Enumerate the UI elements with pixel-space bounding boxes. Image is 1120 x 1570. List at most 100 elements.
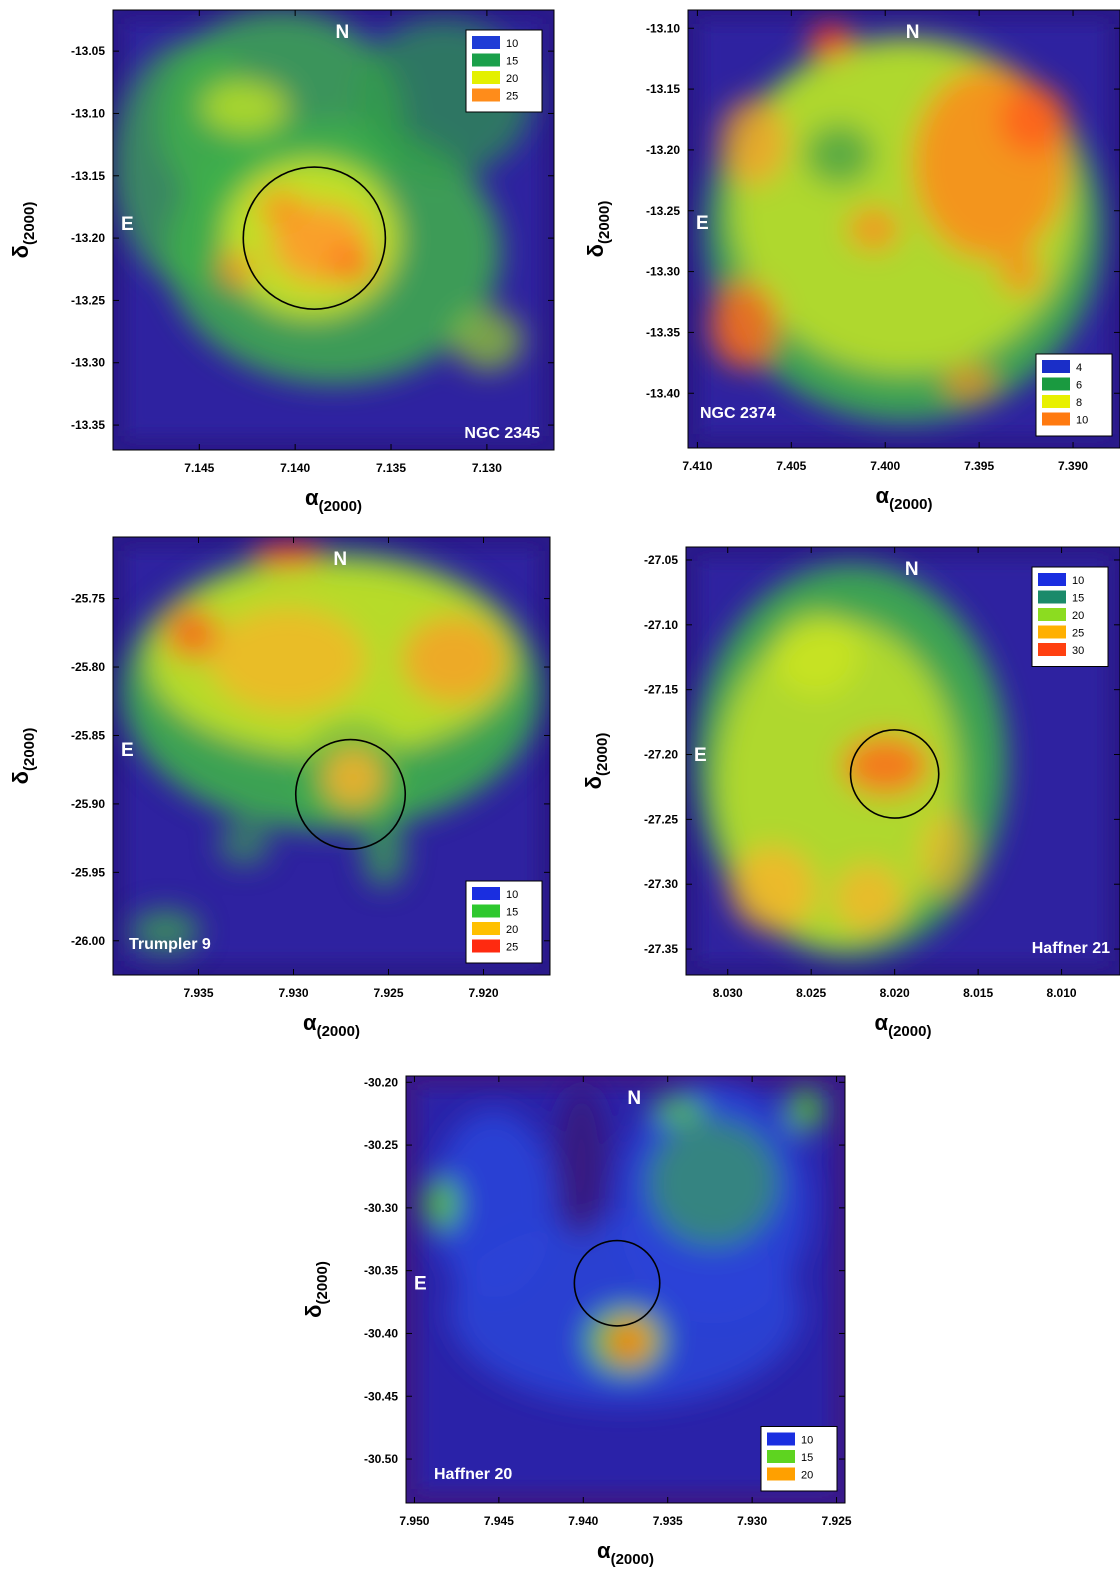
legend: 10 15 20 25 — [465, 29, 543, 113]
plot-frame — [405, 1075, 846, 1504]
y-tick-label: -13.15 — [71, 169, 105, 183]
north-label: N — [335, 22, 349, 43]
density-blob — [999, 84, 1069, 155]
legend: 10 15 20 25 30 — [1031, 566, 1109, 667]
density-blob — [772, 611, 860, 697]
legend-label: 15 — [1072, 593, 1084, 605]
legend-label: 10 — [506, 38, 518, 50]
density-blob — [718, 97, 788, 186]
y-tick-label: -30.35 — [364, 1264, 398, 1278]
x-axis-label: α(2000) — [876, 483, 933, 513]
x-tick-label: 7.935 — [653, 1514, 683, 1528]
legend-label: 10 — [1072, 575, 1084, 587]
density-blob — [808, 23, 853, 59]
density-panel: 7.935 7.930 7.925 7.920 -25.75 -25.80 -25.85 -2… — [8, 536, 551, 1040]
cluster-name: NGC 2374 — [700, 405, 776, 422]
density-blob — [999, 250, 1043, 295]
density-blob — [452, 309, 524, 371]
density-blob — [833, 863, 904, 933]
y-tick-label: -25.85 — [71, 728, 105, 742]
y-tick-label: -13.25 — [71, 293, 105, 307]
y-tick-label: -30.45 — [364, 1389, 398, 1403]
y-axis-label: δ(2000) — [301, 1261, 331, 1318]
x-tick-label: 7.930 — [278, 986, 308, 1000]
density-blob — [647, 1118, 780, 1247]
density-blob — [252, 541, 323, 568]
x-axis-label: α(2000) — [305, 485, 362, 515]
y-tick-label: -13.05 — [71, 44, 105, 58]
east-label: E — [121, 740, 134, 761]
legend-label: 15 — [506, 56, 518, 68]
y-tick-label: -13.40 — [646, 386, 680, 400]
y-tick-label: -27.10 — [644, 618, 678, 632]
x-axis-label: α(2000) — [303, 1010, 360, 1040]
x-tick-label: 7.925 — [373, 986, 403, 1000]
cluster-name: NGC 2345 — [464, 425, 540, 442]
y-axis-label: δ(2000) — [583, 201, 613, 258]
plot-frame — [687, 9, 1120, 449]
x-tick-label: 8.015 — [963, 986, 993, 1000]
x-tick-label: 7.945 — [484, 1514, 514, 1528]
legend-swatch — [1038, 573, 1066, 586]
legend-label: 10 — [1076, 415, 1088, 427]
legend-swatch — [1042, 360, 1070, 373]
y-tick-label: -13.35 — [646, 325, 680, 339]
density-blob — [729, 846, 817, 933]
x-tick-label: 7.395 — [964, 459, 994, 473]
density-blob — [423, 1178, 459, 1230]
y-tick-label: -25.90 — [71, 797, 105, 811]
legend-label: 4 — [1076, 362, 1082, 374]
x-tick-label: 8.020 — [880, 986, 910, 1000]
legend-swatch — [472, 71, 500, 84]
y-tick-label: -27.30 — [644, 877, 678, 891]
density-blob — [920, 812, 973, 898]
legend-label: 30 — [1072, 645, 1084, 657]
density-field — [113, 537, 550, 975]
y-tick-label: -13.20 — [646, 143, 680, 157]
density-blob — [401, 615, 507, 704]
x-tick-label: 7.400 — [870, 459, 900, 473]
y-tick-label: -27.20 — [644, 748, 678, 762]
y-tick-label: -25.75 — [71, 592, 105, 606]
cluster-circle — [849, 729, 940, 819]
density-blob — [804, 123, 874, 186]
legend-label: 8 — [1076, 397, 1082, 409]
density-blob — [329, 247, 374, 283]
legend-swatch — [767, 1450, 795, 1463]
y-tick-label: -13.30 — [646, 265, 680, 279]
legend-swatch — [767, 1467, 795, 1481]
legend-swatch — [472, 36, 500, 49]
legend-label: 25 — [506, 942, 518, 954]
legend-swatch — [1038, 608, 1066, 621]
density-blob — [130, 909, 201, 954]
legend-swatch — [472, 53, 500, 67]
x-tick-label: 7.145 — [184, 461, 214, 475]
east-label: E — [694, 745, 707, 766]
density-blob — [218, 252, 255, 288]
y-tick-label: -26.00 — [71, 934, 105, 948]
legend-swatch — [472, 887, 500, 900]
legend-label: 15 — [801, 1452, 813, 1464]
legend-swatch — [472, 939, 500, 953]
y-tick-label: -30.50 — [364, 1452, 398, 1466]
legend-label: 6 — [1076, 380, 1082, 392]
cluster-circle — [242, 166, 387, 310]
legend-label: 20 — [801, 1470, 813, 1482]
density-blob — [847, 207, 900, 251]
density-blob — [842, 735, 930, 796]
x-tick-label: 7.140 — [280, 461, 310, 475]
legend-label: 15 — [506, 907, 518, 919]
density-field — [686, 547, 1120, 975]
legend-label: 10 — [801, 1435, 813, 1447]
y-tick-label: -25.80 — [71, 660, 105, 674]
east-label: E — [121, 214, 134, 235]
density-panel: 7.410 7.405 7.400 7.395 7.390 -13.10 -13.15 -13… — [583, 9, 1120, 513]
y-tick-label: -13.30 — [71, 356, 105, 370]
north-label: N — [627, 1088, 641, 1109]
x-tick-label: 7.930 — [737, 1514, 767, 1528]
density-blob — [258, 190, 303, 226]
legend-swatch — [1038, 643, 1066, 656]
east-label: E — [696, 213, 709, 234]
y-tick-label: -13.10 — [646, 21, 680, 35]
